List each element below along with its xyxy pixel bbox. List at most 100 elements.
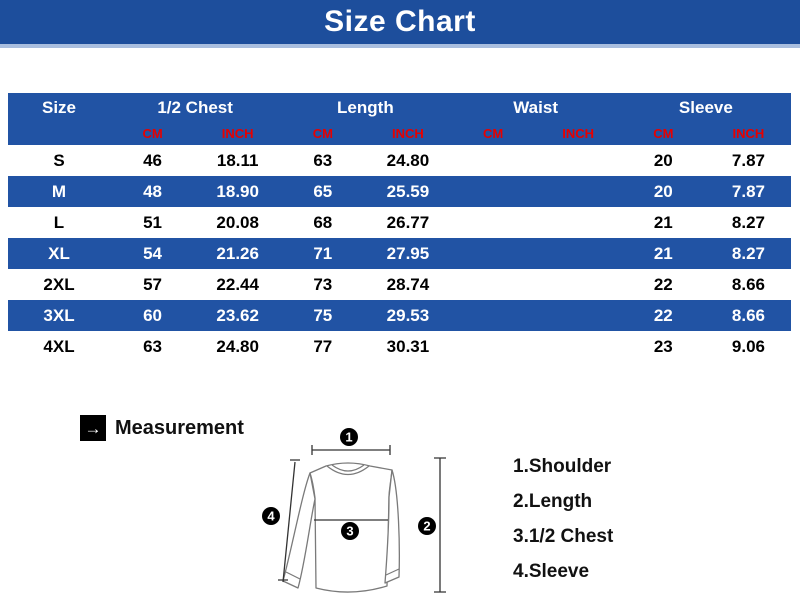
unit-header-cm: CM: [280, 122, 366, 145]
table-cell: 48: [143, 181, 163, 201]
table-cell: 20: [653, 181, 673, 201]
marker-sleeve: 4: [262, 507, 280, 525]
table-cell: 8.66: [731, 274, 765, 294]
table-cell: [451, 238, 536, 269]
legend-item-sleeve: 4.Sleeve: [513, 561, 590, 582]
col-header-sleeve: Sleeve: [620, 93, 791, 122]
table-cell: [536, 238, 621, 269]
col-header-chest: 1/2 Chest: [110, 93, 281, 122]
table-cell: [451, 145, 536, 176]
table-cell: 63: [143, 336, 163, 356]
shirt-right-sleeve: [384, 469, 400, 584]
table-cell: 75: [313, 305, 333, 325]
unit-header-inch: INCH: [365, 122, 451, 145]
table-row-xl: XL 54 21.26 71 27.95 21 8.27: [8, 238, 791, 269]
table-cell: 8.27: [731, 212, 765, 232]
table-row-l: L 51 20.08 68 26.77 21 8.27: [8, 207, 791, 238]
legend-item-length: 2.Length: [513, 491, 593, 512]
svg-text:2: 2: [423, 519, 430, 534]
table-cell: 26.77: [386, 212, 430, 232]
title-banner: Size Chart: [0, 0, 800, 48]
size-cell: L: [53, 212, 65, 232]
unit-header-cm: CM: [620, 122, 706, 145]
table-cell: 73: [313, 274, 333, 294]
table-cell: 20.08: [216, 212, 259, 232]
table-cell: 18.11: [216, 150, 259, 170]
table-row-3xl: 3XL 60 23.62 75 29.53 22 8.66: [8, 300, 791, 331]
size-cell: 2XL: [43, 274, 75, 294]
table-cell: 22: [653, 274, 673, 294]
legend-item-shoulder: 1.Shoulder: [513, 456, 612, 477]
table-cell: [451, 176, 536, 207]
table-cell: 23: [653, 336, 673, 356]
table-row-4xl: 4XL 63 24.80 77 30.31 23 9.06: [8, 331, 791, 362]
shirt-measurement-diagram: 1 2 3 4: [262, 428, 446, 593]
length-measure-line: [434, 457, 446, 593]
marker-chest: 3: [341, 522, 359, 540]
table-cell: 63: [313, 150, 333, 170]
size-table-container: Size 1/2 Chest Length Waist Sleeve CM IN…: [8, 93, 791, 362]
unit-header-row: CM INCH CM INCH CM INCH CM INCH: [8, 122, 791, 145]
table-cell: 21: [653, 243, 673, 263]
page-title: Size Chart: [324, 5, 476, 38]
unit-header-inch: INCH: [195, 122, 281, 145]
col-header-length: Length: [280, 93, 451, 122]
table-cell: [536, 331, 621, 362]
unit-header-inch: INCH: [705, 122, 791, 145]
table-cell: [451, 300, 536, 331]
table-cell: [536, 300, 621, 331]
table-cell: 24.80: [216, 336, 259, 356]
shirt-collar-inner: [331, 464, 365, 472]
table-cell: [536, 269, 621, 300]
unit-header-spacer: [8, 122, 110, 145]
col-header-size: Size: [8, 93, 110, 122]
table-cell: 20: [653, 150, 673, 170]
table-cell: 22: [653, 305, 673, 325]
table-cell: 24.80: [386, 150, 430, 170]
table-cell: 30.31: [386, 336, 430, 356]
table-cell: [451, 331, 536, 362]
marker-length: 2: [418, 517, 436, 535]
unit-header-inch: INCH: [535, 122, 621, 145]
table-cell: 54: [143, 243, 163, 263]
size-cell: 4XL: [43, 336, 75, 356]
table-cell: 60: [143, 305, 163, 325]
shoulder-measure-line: [311, 445, 391, 455]
table-cell: 51: [143, 212, 163, 232]
sleeve-measure-line: [278, 459, 300, 583]
table-row-m: M 48 18.90 65 25.59 20 7.87: [8, 176, 791, 207]
table-cell: 18.90: [216, 181, 259, 201]
measurement-legend: 1.Shoulder 2.Length 3.1/2 Chest 4.Sleeve: [513, 449, 613, 589]
arrow-glyph: →: [84, 418, 102, 438]
size-table: Size 1/2 Chest Length Waist Sleeve CM IN…: [8, 93, 791, 362]
col-header-waist: Waist: [450, 93, 621, 122]
table-row-s: S 46 18.11 63 24.80 20 7.87: [8, 145, 791, 176]
table-cell: [451, 207, 536, 238]
table-cell: 9.06: [731, 336, 765, 356]
shirt-left-sleeve: [282, 472, 316, 589]
table-cell: 8.27: [731, 243, 765, 263]
table-cell: 28.74: [386, 274, 430, 294]
marker-shoulder: 1: [340, 428, 358, 446]
table-cell: 22.44: [216, 274, 259, 294]
table-cell: 21.26: [216, 243, 259, 263]
unit-header-cm: CM: [450, 122, 536, 145]
table-cell: 25.59: [386, 181, 430, 201]
table-cell: 21: [653, 212, 673, 232]
table-cell: 8.66: [731, 305, 765, 325]
table-cell: 65: [313, 181, 333, 201]
table-cell: 27.95: [386, 243, 430, 263]
unit-header-cm: CM: [110, 122, 196, 145]
table-cell: 57: [143, 274, 163, 294]
arrow-right-icon: →: [80, 415, 106, 441]
table-row-2xl: 2XL 57 22.44 73 28.74 22 8.66: [8, 269, 791, 300]
svg-text:3: 3: [346, 524, 353, 539]
shirt-left-cuff-line: [285, 571, 301, 580]
table-cell: 7.87: [731, 150, 765, 170]
shirt-right-cuff-line: [385, 568, 400, 576]
table-cell: 77: [313, 336, 333, 356]
table-cell: [451, 269, 536, 300]
shirt-collar-outer: [326, 465, 370, 476]
svg-text:4: 4: [267, 509, 275, 524]
